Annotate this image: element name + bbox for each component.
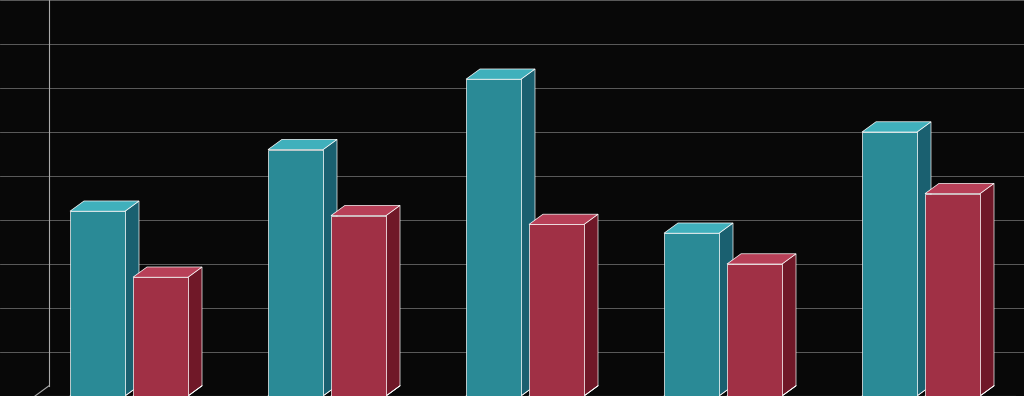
Polygon shape (268, 150, 323, 396)
Polygon shape (466, 79, 521, 396)
Polygon shape (664, 223, 733, 233)
Polygon shape (862, 132, 918, 396)
Polygon shape (331, 215, 386, 396)
Polygon shape (862, 122, 931, 132)
Polygon shape (727, 264, 782, 396)
Polygon shape (331, 206, 400, 215)
Polygon shape (125, 201, 139, 396)
Polygon shape (466, 69, 535, 79)
Polygon shape (188, 267, 202, 396)
Polygon shape (133, 267, 202, 277)
Polygon shape (70, 211, 125, 396)
Polygon shape (133, 277, 188, 396)
Polygon shape (727, 254, 796, 264)
Polygon shape (782, 254, 796, 396)
Polygon shape (386, 206, 400, 396)
Polygon shape (925, 183, 994, 194)
Polygon shape (664, 233, 719, 396)
Polygon shape (719, 223, 733, 396)
Polygon shape (925, 194, 980, 396)
Polygon shape (268, 139, 337, 150)
Polygon shape (70, 201, 139, 211)
Polygon shape (521, 69, 535, 396)
Polygon shape (918, 122, 931, 396)
Polygon shape (529, 214, 598, 225)
Polygon shape (529, 225, 584, 396)
Polygon shape (323, 139, 337, 396)
Polygon shape (980, 183, 994, 396)
Polygon shape (584, 214, 598, 396)
